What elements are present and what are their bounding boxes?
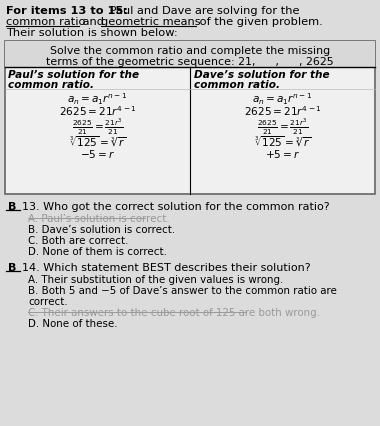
Text: Solve the common ratio and complete the missing: Solve the common ratio and complete the … xyxy=(50,46,330,56)
Text: of the given problem.: of the given problem. xyxy=(196,17,323,27)
FancyBboxPatch shape xyxy=(5,42,375,68)
Text: $2625 = 21r^{4-1}$: $2625 = 21r^{4-1}$ xyxy=(244,104,321,118)
Text: common ratio.: common ratio. xyxy=(8,80,94,90)
Text: For items 13 to 15:: For items 13 to 15: xyxy=(6,6,128,16)
Text: 13. Who got the correct solution for the common ratio?: 13. Who got the correct solution for the… xyxy=(22,201,329,211)
Text: $\frac{2625}{21} = \frac{21r^3}{21}$: $\frac{2625}{21} = \frac{21r^3}{21}$ xyxy=(257,117,308,137)
Text: Paul’s solution for the: Paul’s solution for the xyxy=(8,70,139,80)
Text: 14. Which statement BEST describes their solution?: 14. Which statement BEST describes their… xyxy=(22,262,310,272)
Text: C. Both are correct.: C. Both are correct. xyxy=(28,236,128,245)
Text: and: and xyxy=(79,17,108,27)
Text: common ratio: common ratio xyxy=(6,17,86,27)
Text: geometric means: geometric means xyxy=(101,17,201,27)
Text: $a_n = a_1 r^{n-1}$: $a_n = a_1 r^{n-1}$ xyxy=(67,91,128,106)
Text: D. None of these.: D. None of these. xyxy=(28,318,117,328)
Text: B: B xyxy=(8,262,16,272)
Text: $a_n = a_1 r^{n-1}$: $a_n = a_1 r^{n-1}$ xyxy=(252,91,313,106)
Text: C. Their answers to the cube root of 125 are both wrong.: C. Their answers to the cube root of 125… xyxy=(28,307,320,317)
Text: B: B xyxy=(8,201,16,211)
Text: D. None of them is correct.: D. None of them is correct. xyxy=(28,246,167,256)
Text: terms of the geometric sequence: 21, ___, ___, 2625: terms of the geometric sequence: 21, ___… xyxy=(46,56,334,67)
Text: A. Paul’s solution is correct.: A. Paul’s solution is correct. xyxy=(28,213,169,224)
Text: correct.: correct. xyxy=(28,296,68,306)
Text: $\sqrt[3]{125} = \sqrt[3]{r}$: $\sqrt[3]{125} = \sqrt[3]{r}$ xyxy=(254,135,311,149)
Text: A. Their substitution of the given values is wrong.: A. Their substitution of the given value… xyxy=(28,274,283,284)
Text: Their solution is shown below:: Their solution is shown below: xyxy=(6,28,178,38)
Text: $\frac{2625}{21} = \frac{21r^3}{21}$: $\frac{2625}{21} = \frac{21r^3}{21}$ xyxy=(72,117,123,137)
Text: Dave’s solution for the: Dave’s solution for the xyxy=(194,70,329,80)
Text: common ratio.: common ratio. xyxy=(194,80,280,90)
Text: Paul and Dave are solving for the: Paul and Dave are solving for the xyxy=(106,6,299,16)
Text: $2625 = 21r^{4-1}$: $2625 = 21r^{4-1}$ xyxy=(59,104,136,118)
Text: $\sqrt[3]{125} = \sqrt[3]{r}$: $\sqrt[3]{125} = \sqrt[3]{r}$ xyxy=(69,135,126,149)
FancyBboxPatch shape xyxy=(5,42,375,195)
Text: $-5 = r$: $-5 = r$ xyxy=(80,148,115,160)
Text: $+5 = r$: $+5 = r$ xyxy=(265,148,300,160)
Text: B. Both 5 and −5 of Dave’s answer to the common ratio are: B. Both 5 and −5 of Dave’s answer to the… xyxy=(28,285,337,295)
Text: B. Dave’s solution is correct.: B. Dave’s solution is correct. xyxy=(28,225,175,234)
